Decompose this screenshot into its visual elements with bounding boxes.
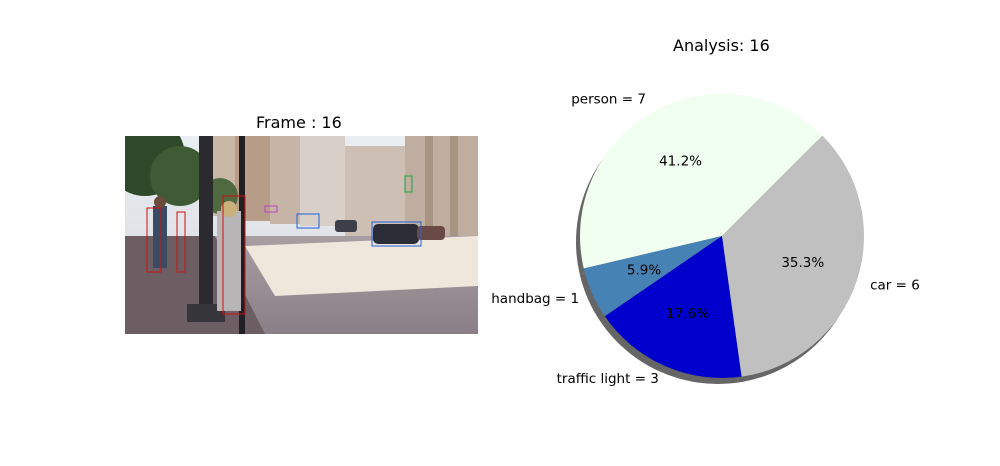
pie-label-car: car = 6 (870, 278, 920, 294)
pie-percent-person: 41.2% (659, 154, 702, 170)
detection-boxes (146, 175, 422, 315)
pie-label-person: person = 7 (571, 92, 646, 108)
sunlit-area (245, 236, 478, 296)
pie-label-traffic-light: traffic light = 3 (557, 371, 659, 387)
pedestrians (153, 196, 241, 311)
frame-title: Frame : 16 (256, 113, 342, 132)
frame-photo (125, 136, 478, 334)
pie-title: Analysis: 16 (673, 36, 770, 55)
pie-percent-traffic-light: 17.6% (666, 306, 709, 322)
pie-label-handbag: handbag = 1 (491, 291, 579, 307)
pie-percent-car: 35.3% (781, 255, 824, 271)
pie-slice-person (579, 93, 823, 269)
pie-slice-handbag (583, 236, 722, 317)
pie-percent-handbag: 5.9% (627, 262, 661, 278)
street-pole (239, 136, 245, 334)
lamp-post (199, 136, 213, 321)
trees (125, 136, 238, 214)
pie-slice-car (722, 135, 864, 377)
pie-slice-traffic-light (604, 236, 742, 378)
cars (335, 220, 445, 244)
